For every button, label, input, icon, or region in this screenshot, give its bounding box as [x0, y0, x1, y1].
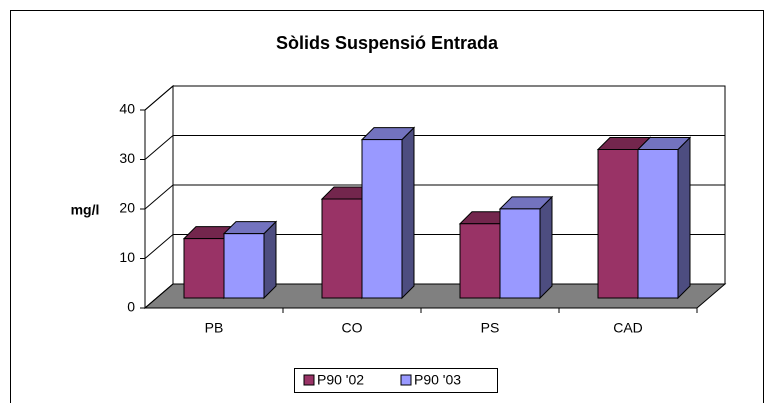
- grid-line: [144, 85, 174, 111]
- bar: [597, 149, 639, 299]
- legend-box: [294, 368, 498, 393]
- legend-label: P90 '02: [317, 372, 364, 388]
- x-tick-label: PS: [481, 320, 500, 336]
- grid-line: [144, 283, 174, 309]
- grid-line: [144, 184, 174, 210]
- y-axis-label: mg/l: [71, 202, 100, 218]
- legend-label: P90 '03: [414, 372, 461, 388]
- x-tick-label: CO: [342, 320, 363, 336]
- y-tick-label: 30: [119, 150, 135, 166]
- bar-side: [263, 220, 277, 300]
- grid-line: [144, 135, 174, 160]
- legend-swatch: [400, 374, 412, 386]
- bar: [321, 198, 363, 299]
- bar-side: [539, 195, 553, 300]
- bar: [459, 223, 501, 299]
- bar: [183, 238, 225, 299]
- legend-swatch: [303, 374, 315, 386]
- grid-line: [144, 234, 174, 259]
- y-tick-label: 0: [127, 299, 135, 315]
- y-tick-label: 20: [119, 200, 135, 216]
- bar: [223, 233, 265, 299]
- bar: [361, 139, 403, 299]
- x-tick-label: CAD: [613, 320, 643, 336]
- bar: [499, 208, 541, 299]
- bar: [637, 149, 679, 299]
- y-tick-label: 10: [119, 249, 135, 265]
- y-tick-label: 40: [119, 101, 135, 117]
- bar-side: [677, 136, 691, 300]
- x-tick-label: PB: [205, 320, 224, 336]
- chart-title: Sòlids Suspensió Entrada: [276, 33, 499, 53]
- bar-side: [401, 126, 415, 300]
